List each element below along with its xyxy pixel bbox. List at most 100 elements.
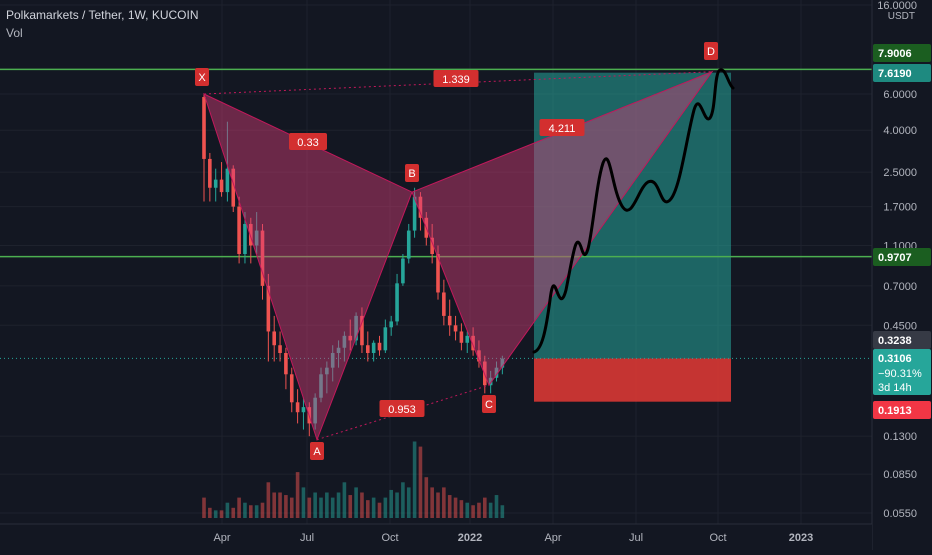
volume-bar <box>319 497 323 518</box>
ratio-label: 0.33 <box>289 133 327 150</box>
candle <box>500 358 505 368</box>
volume-bar <box>348 495 353 518</box>
point-label-text: X <box>198 72 206 84</box>
candle <box>219 179 224 193</box>
time-axis[interactable]: Apr Jul Oct 2022 Apr Jul Oct 2023 <box>0 523 872 550</box>
candle <box>360 315 364 346</box>
volume-bar <box>436 492 440 518</box>
point-label-text: A <box>313 446 321 458</box>
ratio-label-bg <box>379 400 425 417</box>
volume-bar <box>401 482 405 518</box>
candle <box>436 253 440 293</box>
candle <box>371 342 376 354</box>
price-tag-text: 0.3238 <box>878 335 912 347</box>
price-axis-bg <box>872 0 932 550</box>
candle <box>447 315 452 326</box>
time-tick-label: Apr <box>213 532 230 544</box>
ratio-label-text: 1.339 <box>442 74 470 86</box>
candle <box>442 292 446 316</box>
price-tag: 0.3238 <box>873 331 931 349</box>
volume-bar <box>307 497 312 518</box>
price-tag-text: 7.6190 <box>878 68 912 80</box>
candle <box>383 327 388 351</box>
price-tag: 0.1913 <box>873 401 931 419</box>
candle <box>395 283 399 322</box>
current-price-tag: 0.3106 −90.31% 3d 14h <box>873 349 931 395</box>
price-tick-label: 0.7000 <box>883 281 917 293</box>
volume-bar <box>266 482 271 518</box>
candle <box>225 168 230 193</box>
volume-bar <box>237 497 241 518</box>
point-label-text: B <box>408 168 415 180</box>
pattern-point-label: A <box>310 442 324 460</box>
volume-bar <box>325 492 329 518</box>
volume-bar <box>249 505 253 518</box>
candle <box>301 407 306 413</box>
price-tag-bg <box>873 44 931 62</box>
candle <box>272 331 276 346</box>
price-tick-label: 16.0000 <box>877 0 917 12</box>
candle <box>342 335 347 348</box>
point-label-bg <box>482 395 496 413</box>
price-tick-label: 0.1300 <box>883 431 917 443</box>
chart-legend: Polkamarkets / Tether, 1W, KUCOIN Vol <box>6 6 199 42</box>
volume-bar <box>254 505 259 518</box>
volume-indicator-label[interactable]: Vol <box>6 26 23 40</box>
price-tick-label: 6.0000 <box>883 89 917 101</box>
volume-bar <box>354 487 358 518</box>
volume-bar <box>500 505 505 518</box>
current-price-text: 0.3106 <box>878 353 912 365</box>
volume-bar <box>389 489 393 518</box>
ratio-label: 1.339 <box>433 70 479 87</box>
candle <box>348 335 353 341</box>
time-tick-label: Oct <box>709 532 726 544</box>
candle <box>453 325 458 332</box>
ratio-label-bg <box>539 119 585 136</box>
price-axis[interactable]: 16.00006.00004.00002.50001.70001.10000.7… <box>871 0 932 550</box>
candle <box>330 353 335 368</box>
candle <box>412 196 417 231</box>
stop-zone[interactable] <box>534 358 731 402</box>
volume-bar <box>284 495 288 518</box>
volume-bar <box>208 507 212 518</box>
time-tick-label: Jul <box>629 532 643 544</box>
volume-bar <box>371 497 376 518</box>
volume-bar <box>342 482 347 518</box>
candle <box>471 335 475 351</box>
price-tag-text: 0.9707 <box>878 252 912 264</box>
volume-bar <box>483 497 487 518</box>
symbol-title[interactable]: Polkamarkets / Tether, 1W, KUCOIN <box>6 8 199 22</box>
candle <box>249 223 253 246</box>
candle <box>366 345 370 354</box>
candle <box>266 285 271 332</box>
candle <box>278 345 282 354</box>
candle <box>231 168 236 207</box>
volume-bar <box>424 477 429 518</box>
candle <box>389 321 393 328</box>
price-tag-bg <box>873 331 931 349</box>
volume-bar <box>494 495 499 518</box>
candle <box>202 97 206 159</box>
volume-bar <box>412 441 417 518</box>
candle <box>254 230 259 246</box>
candle <box>354 315 358 341</box>
candle <box>477 350 481 362</box>
projection-path[interactable] <box>532 68 735 354</box>
volume-bar <box>395 492 399 518</box>
ratio-label-text: 4.211 <box>549 123 576 135</box>
volume-bar <box>477 502 481 518</box>
candle <box>325 367 329 375</box>
price-tick-label: 4.0000 <box>883 125 917 137</box>
volume-bar <box>330 497 335 518</box>
candle <box>494 367 499 378</box>
ratio-label-text: 0.953 <box>388 404 416 416</box>
pattern-point-label: C <box>482 395 496 413</box>
candle <box>289 374 294 403</box>
price-tag: 7.9006 <box>873 44 931 62</box>
volume-bar <box>225 502 230 518</box>
candle <box>243 223 247 254</box>
currency-label: USDT <box>888 11 915 22</box>
